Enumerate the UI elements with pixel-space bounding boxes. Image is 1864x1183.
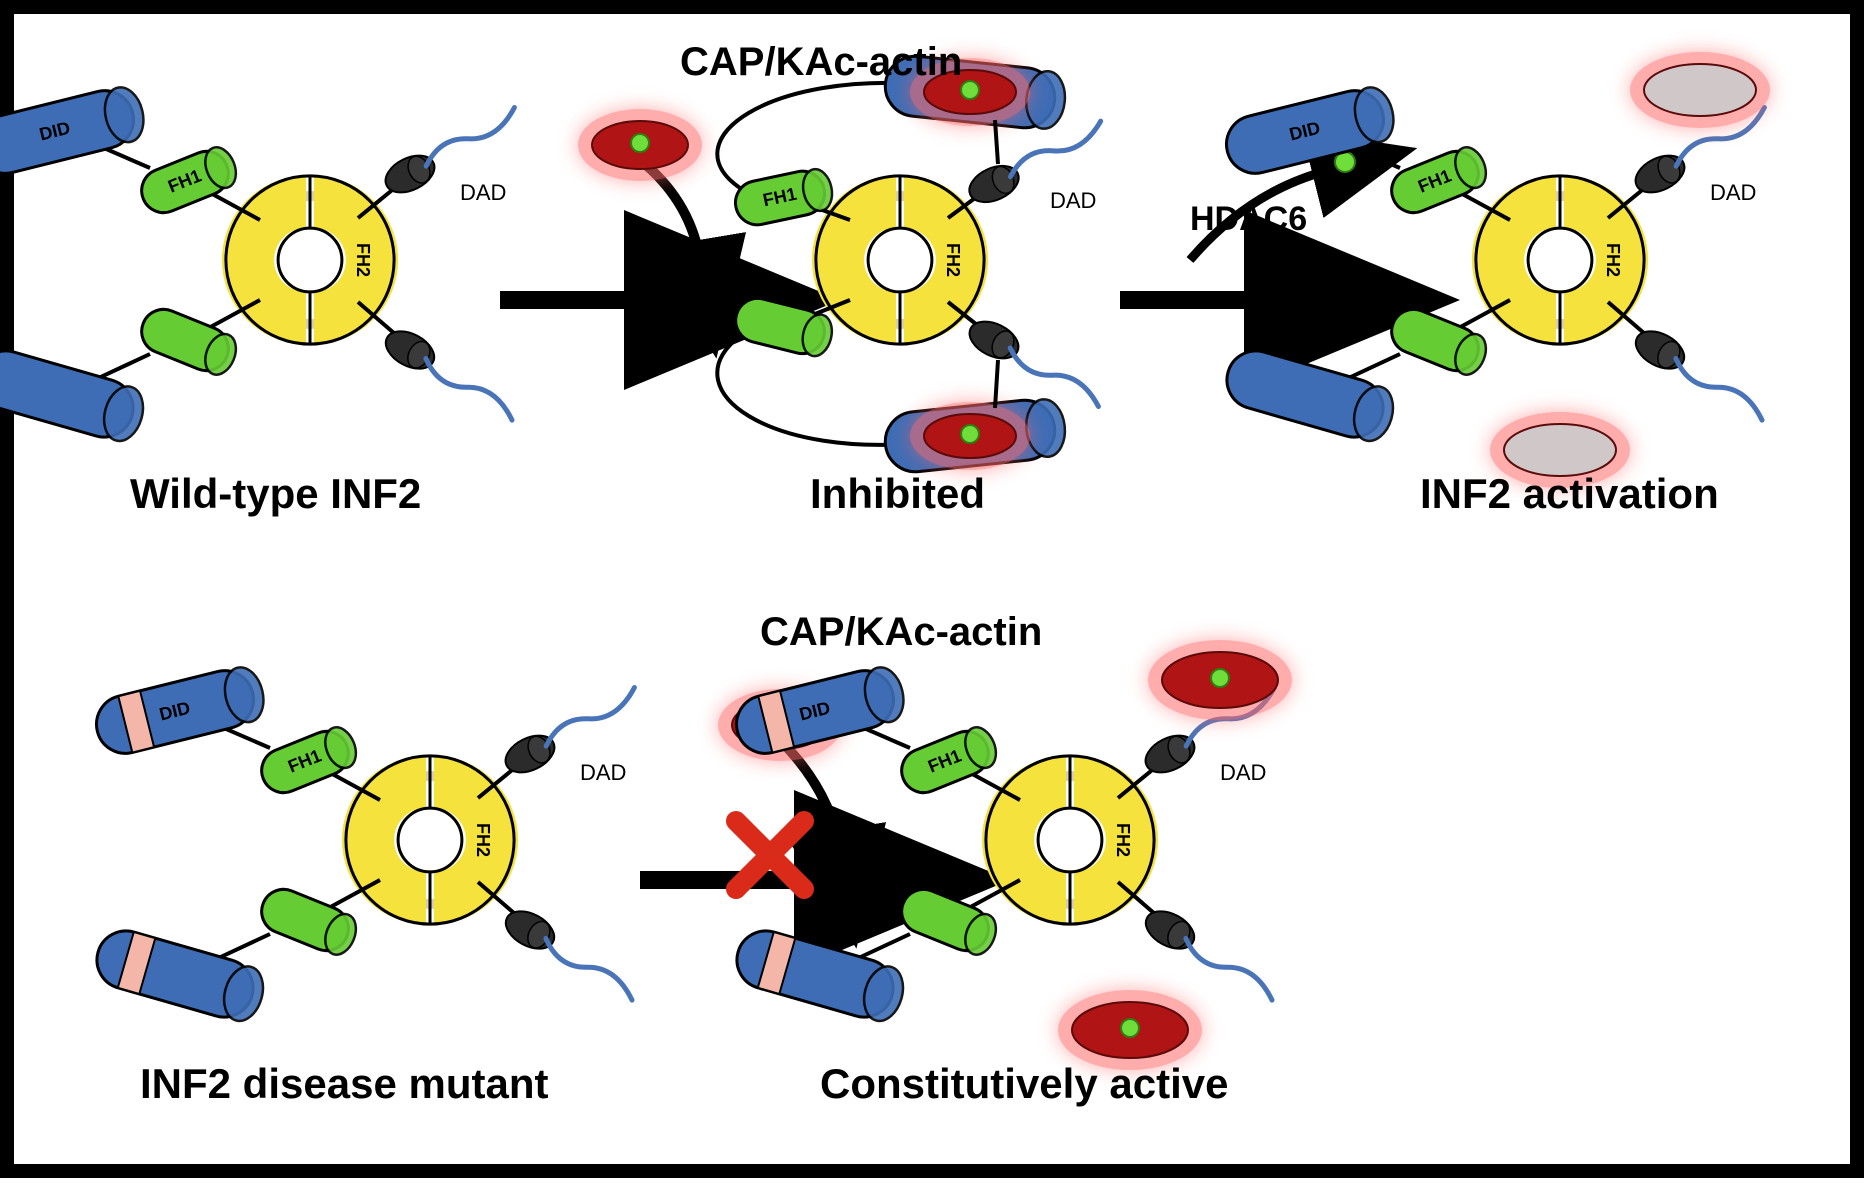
hdac6-label: HDAC6 <box>1190 200 1307 239</box>
svg-text:FH2: FH2 <box>943 243 963 277</box>
inhibited-label: Inhibited <box>810 470 985 518</box>
cap-label-top: CAP/KAc-actin <box>680 40 962 85</box>
activation-label: INF2 activation <box>1420 470 1719 518</box>
svg-text:FH2: FH2 <box>1113 823 1133 857</box>
svg-text:DAD: DAD <box>1050 188 1096 213</box>
cap-label-bottom: CAP/KAc-actin <box>760 610 1042 655</box>
svg-text:FH2: FH2 <box>1603 243 1623 277</box>
svg-text:DAD: DAD <box>1220 760 1266 785</box>
constitutive-label: Constitutively active <box>820 1060 1228 1108</box>
wildtype-label: Wild-type INF2 <box>130 470 421 518</box>
svg-text:DAD: DAD <box>580 760 626 785</box>
inf2-inhibited: FH2FH1DAD <box>717 53 1113 474</box>
inf2-disease-mutant: FH2FH1DIDDAD <box>90 662 647 1027</box>
svg-text:DAD: DAD <box>1710 180 1756 205</box>
svg-text:DAD: DAD <box>460 180 506 205</box>
svg-text:FH2: FH2 <box>353 243 373 277</box>
wildtype-inf2: FH2FH1DIDDAD <box>0 82 528 447</box>
inf2-diagram: FH2FH1DIDDADFH2FH1DADFH2FH1DIDDADFH2FH1D… <box>0 0 1864 1178</box>
inf2-activated: FH2FH1DIDDAD <box>1220 82 1777 447</box>
disease-label: INF2 disease mutant <box>140 1060 548 1108</box>
svg-text:FH2: FH2 <box>473 823 493 857</box>
